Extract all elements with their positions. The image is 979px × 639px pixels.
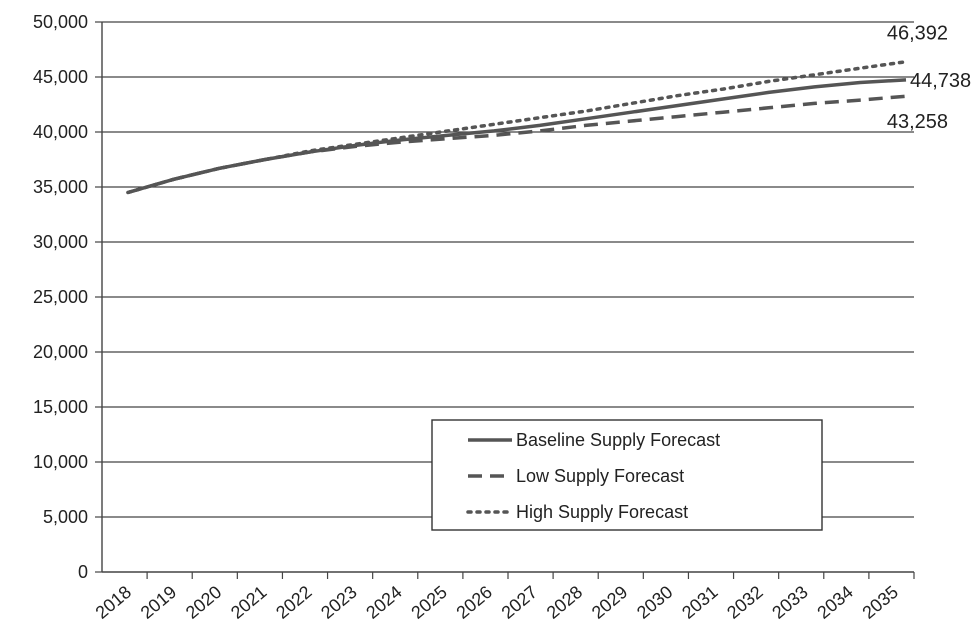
x-tick-label: 2032	[723, 582, 767, 623]
x-tick-label: 2025	[407, 582, 451, 623]
legend-label: High Supply Forecast	[516, 502, 688, 522]
x-tick-label: 2030	[633, 582, 677, 623]
y-tick-label: 45,000	[33, 67, 88, 87]
x-tick-label: 2018	[92, 582, 136, 623]
x-tick-label: 2021	[227, 582, 271, 623]
y-tick-label: 25,000	[33, 287, 88, 307]
gridlines	[102, 21, 914, 518]
x-tick-label: 2020	[182, 582, 226, 623]
y-tick-label: 15,000	[33, 397, 88, 417]
y-tick-label: 50,000	[33, 12, 88, 32]
end-value-label: 43,258	[887, 111, 948, 133]
x-tick-label: 2022	[272, 582, 316, 623]
y-tick-label: 10,000	[33, 452, 88, 472]
legend: Baseline Supply Forecast Low Supply Forec…	[431, 419, 823, 531]
x-tick-label: 2028	[543, 582, 587, 623]
series-line-baseline-supply-forecast	[127, 78, 907, 195]
legend-label: Low Supply Forecast	[516, 466, 684, 486]
series-line-low-supply-forecast	[127, 94, 907, 195]
y-tick-label: 40,000	[33, 122, 88, 142]
end-value-label: 46,392	[887, 23, 948, 45]
y-tick-label: 0	[78, 562, 88, 582]
x-tick-label: 2027	[498, 582, 542, 623]
x-tick-label: 2026	[452, 582, 496, 623]
y-tick-label: 30,000	[33, 232, 88, 252]
x-tick-label: 2023	[317, 582, 361, 623]
x-tick-label: 2035	[858, 582, 902, 623]
legend-label: Baseline Supply Forecast	[516, 430, 720, 450]
x-tick-label: 2031	[678, 582, 722, 623]
y-tick-label: 35,000	[33, 177, 88, 197]
x-tick-label: 2024	[362, 582, 406, 623]
y-tick-label: 20,000	[33, 342, 88, 362]
series-line-high-supply-forecast	[126, 59, 908, 195]
x-tick-label: 2033	[768, 582, 812, 623]
end-value-label: 44,738	[910, 70, 971, 92]
x-tick-label: 2019	[137, 582, 181, 623]
x-tick-label: 2034	[813, 582, 857, 623]
end-value-labels: 46,392 44,738 43,258	[887, 23, 971, 133]
axes: 0 5,000 10,000 15,000 20,000 25,000 30,000 35,0…	[33, 12, 915, 623]
x-tick-label: 2029	[588, 582, 632, 623]
series-lines	[126, 59, 908, 195]
y-tick-label: 5,000	[43, 507, 88, 527]
